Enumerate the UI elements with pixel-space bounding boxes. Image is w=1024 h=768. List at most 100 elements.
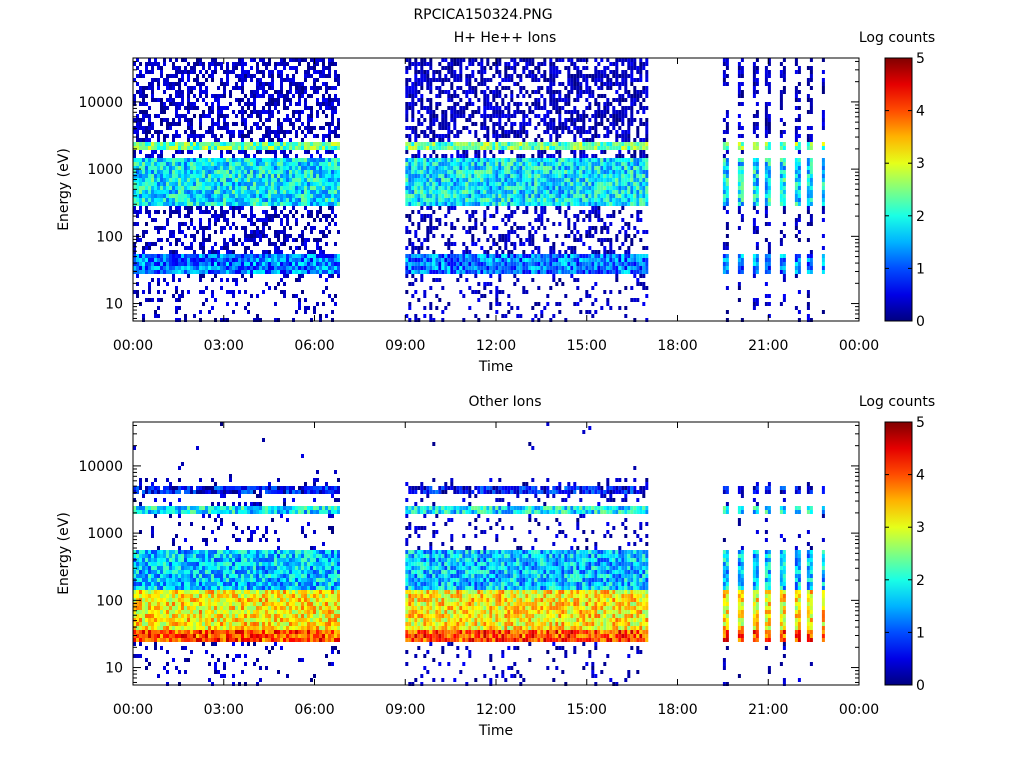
- heatmap-cell: [468, 218, 472, 222]
- heatmap-cell: [226, 74, 229, 78]
- heatmap-cell: [271, 114, 274, 118]
- heatmap-cell: [133, 246, 136, 250]
- heatmap-cell: [411, 158, 415, 162]
- heatmap-cell: [244, 158, 247, 162]
- heatmap-cell: [334, 254, 337, 258]
- heatmap-cell: [202, 290, 205, 294]
- heatmap-cell: [289, 158, 292, 162]
- heatmap-cell: [426, 254, 430, 258]
- heatmap-cell: [211, 58, 214, 62]
- heatmap-cell: [328, 74, 331, 78]
- heatmap-cell: [477, 194, 481, 198]
- heatmap-cell: [253, 254, 256, 258]
- heatmap-cell: [582, 186, 586, 190]
- heatmap-cell: [334, 78, 337, 82]
- heatmap-cell: [471, 74, 475, 78]
- heatmap-cell: [420, 82, 424, 86]
- heatmap-cell: [133, 166, 136, 170]
- heatmap-cell: [268, 202, 271, 206]
- heatmap-cell: [220, 82, 223, 86]
- heatmap-cell: [525, 58, 529, 62]
- heatmap-cell: [483, 122, 487, 126]
- heatmap-cell: [250, 186, 253, 190]
- heatmap-cell: [190, 166, 193, 170]
- heatmap-cell: [163, 290, 166, 294]
- heatmap-cell: [265, 126, 268, 130]
- heatmap-cell: [549, 86, 553, 90]
- heatmap-cell: [265, 250, 268, 254]
- heatmap-cell: [561, 122, 565, 126]
- heatmap-cell: [277, 238, 280, 242]
- heatmap-cell: [331, 106, 334, 110]
- heatmap-cell: [262, 194, 265, 198]
- heatmap-cell: [447, 130, 451, 134]
- heatmap-cell: [136, 170, 139, 174]
- heatmap-cell: [325, 190, 328, 194]
- heatmap-cell: [555, 126, 559, 130]
- heatmap-cell: [310, 250, 313, 254]
- heatmap-cell: [528, 198, 532, 202]
- heatmap-cell: [292, 206, 295, 210]
- heatmap-cell: [546, 170, 550, 174]
- heatmap-cell: [277, 122, 280, 126]
- heatmap-cell: [561, 190, 565, 194]
- heatmap-cell: [513, 222, 517, 226]
- heatmap-cell: [453, 70, 457, 74]
- heatmap-cell: [265, 118, 268, 122]
- heatmap-cell: [193, 62, 196, 66]
- heatmap-cell: [136, 238, 139, 242]
- heatmap-cell: [154, 242, 157, 246]
- heatmap-cell: [277, 282, 280, 286]
- heatmap-cell: [438, 198, 442, 202]
- heatmap-cell: [142, 74, 145, 78]
- heatmap-cell: [298, 86, 301, 90]
- heatmap-cell: [522, 146, 526, 150]
- heatmap-cell: [172, 170, 175, 174]
- heatmap-cell: [432, 146, 436, 150]
- heatmap-cell: [423, 254, 427, 258]
- heatmap-cell: [316, 158, 319, 162]
- heatmap-cell: [522, 242, 526, 246]
- heatmap-cell: [229, 262, 232, 266]
- heatmap-cell: [468, 162, 472, 166]
- heatmap-cell: [459, 130, 463, 134]
- heatmap-cell: [256, 174, 259, 178]
- heatmap-cell: [160, 198, 163, 202]
- heatmap-cell: [220, 166, 223, 170]
- heatmap-cell: [229, 226, 232, 230]
- heatmap-cell: [528, 94, 532, 98]
- heatmap-cell: [552, 262, 556, 266]
- heatmap-cell: [157, 170, 160, 174]
- heatmap-cell: [313, 266, 316, 270]
- heatmap-cell: [178, 210, 181, 214]
- heatmap-cell: [495, 102, 499, 106]
- heatmap-cell: [148, 182, 151, 186]
- heatmap-cell: [193, 78, 196, 82]
- heatmap-cell: [238, 110, 241, 114]
- heatmap-cell: [561, 162, 565, 166]
- heatmap-cell: [477, 270, 481, 274]
- heatmap-cell: [522, 182, 526, 186]
- heatmap-cell: [558, 122, 562, 126]
- heatmap-cell: [184, 246, 187, 250]
- heatmap-cell: [573, 66, 577, 70]
- heatmap-cell: [426, 78, 430, 82]
- heatmap-cell: [253, 174, 256, 178]
- heatmap-cell: [190, 126, 193, 130]
- heatmap-cell: [142, 126, 145, 130]
- heatmap-cell: [151, 142, 154, 146]
- heatmap-cell: [169, 142, 172, 146]
- heatmap-cell: [226, 126, 229, 130]
- heatmap-cell: [154, 210, 157, 214]
- heatmap-cell: [516, 178, 520, 182]
- heatmap-cell: [480, 198, 484, 202]
- heatmap-cell: [289, 258, 292, 262]
- heatmap-cell: [543, 118, 547, 122]
- heatmap-cell: [579, 86, 583, 90]
- heatmap-cell: [238, 266, 241, 270]
- heatmap-cell: [199, 226, 202, 230]
- heatmap-cell: [202, 194, 205, 198]
- heatmap-cell: [576, 90, 580, 94]
- heatmap-cell: [256, 234, 259, 238]
- heatmap-cell: [331, 58, 334, 62]
